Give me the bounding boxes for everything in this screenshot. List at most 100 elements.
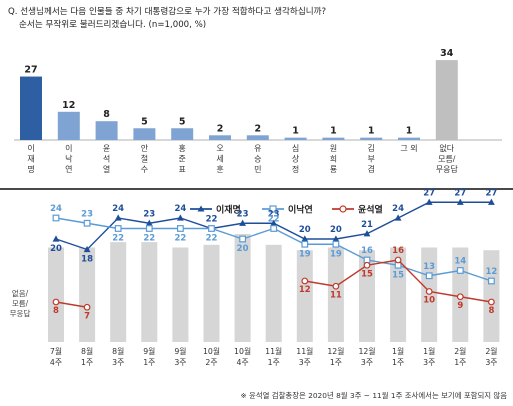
undecided-bar-label: 없음/ — [12, 289, 29, 298]
series-3-value-label-10: 11 — [330, 290, 342, 300]
series-1-value-label-5: 24 — [174, 204, 186, 214]
bar-category-label-8: 심 — [292, 143, 299, 153]
series-3-point-1 — [52, 298, 60, 306]
series-2-value-label-9: 19 — [299, 249, 311, 259]
series-1-point-13 — [425, 198, 433, 205]
series-1-value-label-3: 24 — [112, 204, 124, 214]
bar-category-label-3: 열 — [103, 165, 110, 174]
series-2-point-3 — [114, 225, 122, 232]
bar-5 — [171, 128, 194, 140]
x-axis-label-15: 2월 — [485, 346, 497, 356]
x-axis-label-13: 3주 — [423, 358, 435, 367]
series-2-value-label-15: 12 — [485, 267, 497, 277]
undecided-bar-label: 무응답 — [10, 308, 31, 318]
legend-marker-3 — [339, 205, 347, 213]
x-axis-label-9: 11월 — [296, 346, 313, 356]
series-1-value-label-14: 27 — [454, 188, 466, 198]
series-3-value-label-1: 8 — [53, 306, 59, 316]
undecided-bar-6 — [203, 244, 220, 342]
undecided-bar-10 — [327, 247, 344, 342]
bar-value-label-1: 27 — [24, 65, 37, 76]
x-axis-label-6: 10월 — [203, 346, 220, 356]
series-2-point-13 — [425, 272, 433, 280]
x-axis-label-8: 11월 — [265, 346, 282, 356]
x-axis-label-5: 9월 — [174, 346, 186, 356]
series-2-point-5 — [177, 225, 184, 232]
bar-category-label-4: 수 — [141, 165, 148, 174]
undecided-bar-5 — [172, 247, 189, 342]
series-1-value-label-2: 18 — [81, 255, 93, 265]
bar-category-label-4: 철 — [141, 154, 148, 164]
series-3-value-label-11: 15 — [361, 269, 373, 279]
footnote: ※ 윤석열 검찰총장은 2020년 8월 3주 ~ 11월 1주 조사에서는 보… — [240, 391, 507, 400]
series-2-point-1 — [52, 214, 60, 222]
series-1-point-2 — [83, 245, 91, 253]
legend-label-3: 윤석열 — [358, 204, 383, 216]
undecided-bar-1 — [48, 247, 64, 342]
bar-category-label-5: 표 — [179, 165, 186, 174]
series-2-point-8 — [270, 225, 278, 232]
bar-category-label-9: 룡 — [330, 165, 337, 174]
series-2-value-label-6: 22 — [206, 234, 218, 244]
bar-category-label-1: 명 — [27, 164, 34, 174]
series-2-value-label-11: 16 — [361, 246, 373, 256]
x-axis-label-2: 1주 — [81, 358, 93, 367]
bar-value-label-10: 1 — [368, 126, 375, 137]
series-2-value-label-1: 24 — [50, 204, 62, 214]
series-1-point-15 — [488, 198, 495, 205]
series-2-point-6 — [208, 225, 215, 232]
bar-category-label-3: 윤 — [103, 144, 110, 153]
x-axis-label-1: 4주 — [50, 358, 62, 367]
series-2-value-label-5: 22 — [174, 234, 186, 244]
series-3-value-label-9: 12 — [299, 285, 311, 295]
bar-category-label-5: 준 — [179, 155, 186, 164]
legend-marker-1 — [197, 205, 205, 212]
x-axis-label-4: 1주 — [143, 358, 155, 367]
x-axis-label-10: 1주 — [330, 358, 342, 367]
series-line-3 — [55, 301, 88, 308]
series-3-point-2 — [83, 303, 91, 311]
x-axis-label-1: 7월 — [50, 346, 62, 356]
bar-4 — [133, 128, 156, 140]
series-1-point-4 — [145, 219, 153, 226]
bar-7 — [246, 135, 269, 140]
series-3-point-13 — [425, 288, 433, 295]
series-1-value-label-4: 23 — [143, 209, 155, 219]
bar-value-label-12: 34 — [440, 48, 454, 59]
x-axis-label-12: 1월 — [392, 346, 404, 356]
x-axis-label-14: 2월 — [454, 346, 466, 356]
bar-category-label-7: 승 — [254, 155, 261, 164]
bar-category-label-10: 겸 — [368, 164, 375, 174]
series-1-value-label-6: 22 — [206, 215, 218, 225]
bar-category-label-7: 유 — [254, 144, 261, 153]
bar-value-label-3: 8 — [103, 109, 110, 120]
series-1-point-3 — [114, 214, 122, 221]
series-2-point-7 — [239, 235, 247, 243]
series-3-point-9 — [301, 277, 309, 285]
series-2-value-label-13: 13 — [423, 262, 435, 272]
bar-value-label-4: 5 — [141, 116, 148, 127]
x-axis-label-7: 10월 — [234, 346, 251, 356]
bar-category-label-8: 정 — [292, 164, 299, 174]
undecided-bar-2 — [79, 247, 96, 342]
bar-12 — [435, 60, 458, 140]
series-1-point-10 — [332, 235, 340, 242]
question-line-1: Q. 선생님께서는 다음 인물들 중 차기 대통령감으로 누가 가장 적합하다고… — [8, 7, 327, 17]
x-axis-label-3: 8월 — [112, 346, 124, 356]
x-axis-label-14: 1주 — [454, 358, 466, 367]
bar-value-label-7: 2 — [254, 123, 261, 134]
series-1-value-label-9: 20 — [299, 225, 311, 235]
bar-category-label-2: 낙 — [65, 154, 73, 164]
bar-value-label-11: 1 — [406, 126, 413, 137]
x-axis-label-3: 3주 — [112, 358, 124, 367]
bar-1 — [20, 76, 42, 140]
series-1-point-9 — [301, 235, 309, 242]
x-axis-label-13: 1월 — [423, 346, 435, 356]
x-axis-label-12: 1주 — [392, 358, 404, 367]
series-1-value-label-1: 20 — [50, 244, 62, 254]
series-2-point-9 — [301, 240, 309, 248]
bar-category-label-2: 연 — [65, 165, 72, 174]
legend-label-1: 이재명 — [216, 204, 241, 216]
bar-value-label-8: 1 — [292, 126, 299, 137]
